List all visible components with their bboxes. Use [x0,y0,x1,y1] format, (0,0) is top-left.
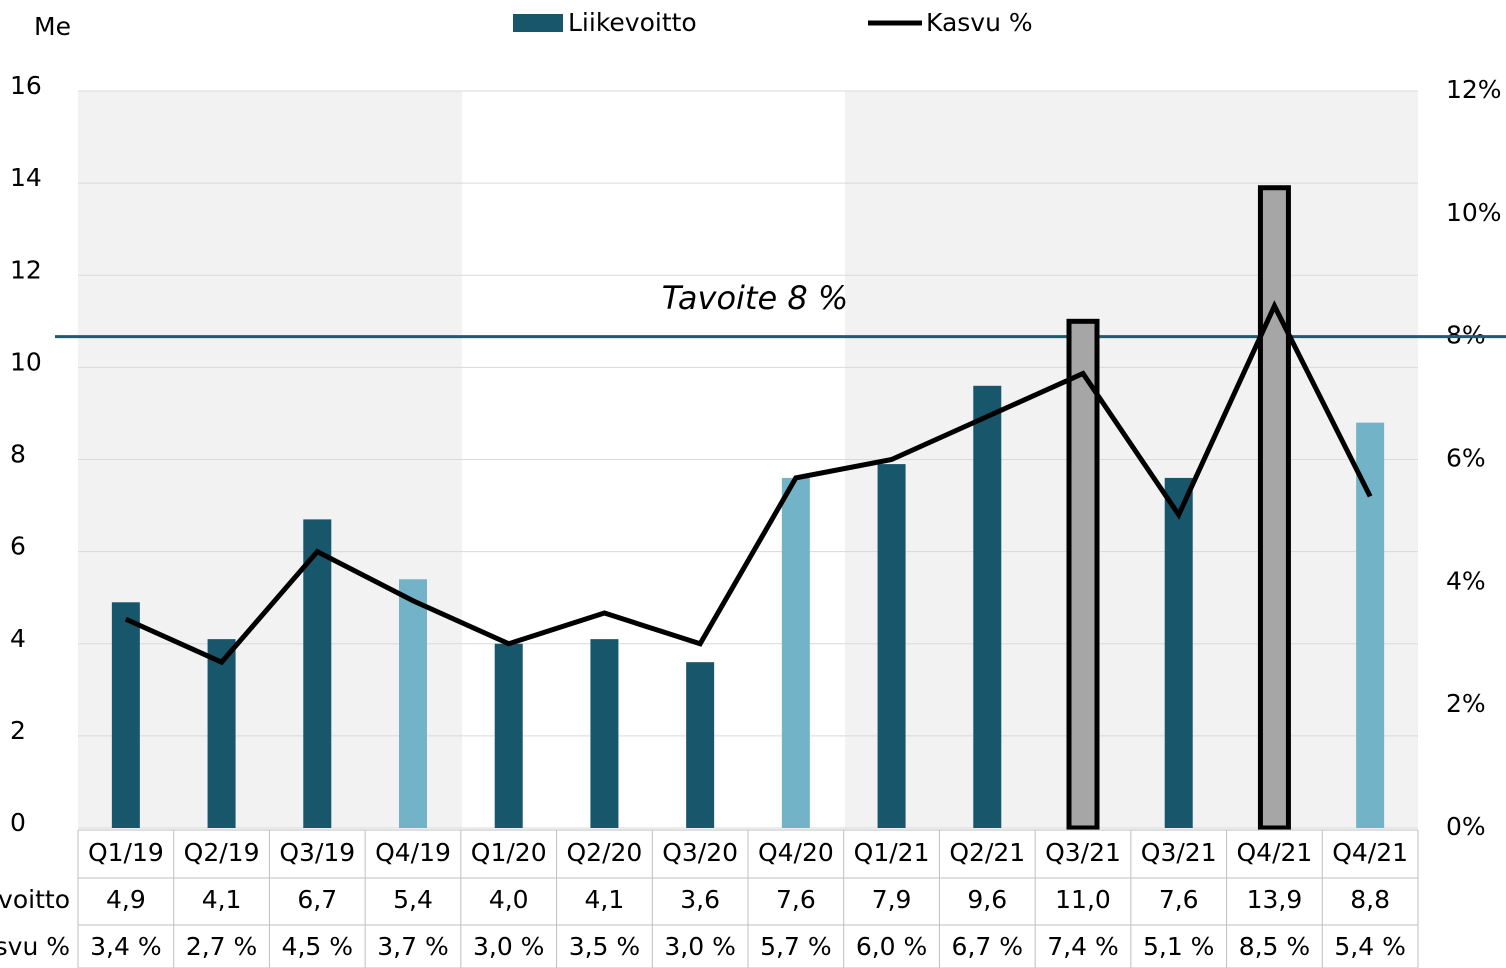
data-label: 4,0 [489,885,529,914]
bar [1066,318,1100,831]
y-tick-label: 8 [10,440,26,469]
x-tick-label: Q4/21 [1237,838,1313,867]
x-tick-label: Q3/19 [279,838,355,867]
bar [686,662,715,828]
data-label: 3,5 % [569,932,640,961]
legend-label: Kasvu % [926,8,1033,37]
y-tick-label: 16 [10,71,42,100]
data-label: 9,6 [967,885,1007,914]
data-label: 4,1 [202,885,242,914]
bar [1356,422,1385,828]
x-tick-label: Q4/21 [1332,838,1408,867]
data-label: 5,7 % [760,932,831,961]
data-label: 3,0 % [664,932,735,961]
data-label: 5,4 [393,885,433,914]
y2-tick-label: 2% [1446,689,1486,718]
data-label: 5,1 % [1143,932,1214,961]
data-label: 5,4 % [1334,932,1405,961]
bar [399,579,427,828]
data-label: 7,9 [872,885,912,914]
y-tick-label: 12 [10,255,42,284]
x-tick-label: Q2/21 [949,838,1025,867]
data-label: 6,0 % [856,932,927,961]
data-label: 6,7 [297,885,337,914]
data-label: 3,0 % [473,932,544,961]
table-row-label: Kasvu % [0,932,70,961]
y2-tick-label: 10% [1446,198,1502,227]
legend-label: Liikevoitto [568,8,697,37]
x-tick-label: Q4/19 [375,838,451,867]
data-label: 8,8 [1350,885,1390,914]
bar [1164,477,1193,828]
bar [590,639,619,828]
y2-tick-label: 0% [1446,812,1486,841]
legend-swatch [513,14,563,32]
x-tick-label: Q1/21 [854,838,930,867]
bar [111,602,140,828]
data-label: 7,6 [776,885,816,914]
y2-tick-label: 12% [1446,75,1502,104]
y2-tick-label: 4% [1446,566,1486,595]
y-tick-label: 14 [10,163,42,192]
data-label: 7,6 [1159,885,1199,914]
data-label: 3,4 % [90,932,161,961]
x-tick-label: Q2/19 [184,838,260,867]
y-tick-label: 0 [10,808,26,837]
bar [207,639,236,828]
data-label: 3,7 % [377,932,448,961]
data-label: 8,5 % [1239,932,1310,961]
y2-tick-label: 6% [1446,444,1486,473]
line [124,300,1373,666]
x-tick-label: Q1/20 [471,838,547,867]
x-tick-label: Q3/21 [1141,838,1217,867]
target-label: Tavoite 8 % [662,279,849,317]
x-tick-label: Q1/19 [88,838,164,867]
y-axis-label: Me [34,12,71,41]
y-tick-label: 4 [10,624,26,653]
x-tick-label: Q2/20 [567,838,643,867]
data-label: 2,7 % [186,932,257,961]
data-label: 13,9 [1247,885,1303,914]
bar [494,643,523,828]
x-tick-label: Q4/20 [758,838,834,867]
table-row-label: Liikevoitto [0,885,70,914]
bar [877,464,906,828]
data-label: 4,1 [585,885,625,914]
bar [781,477,810,828]
data-label: 3,6 [680,885,720,914]
data-label: 4,9 [106,885,146,914]
data-label: 7,4 % [1047,932,1118,961]
bar [303,519,332,828]
bar [973,385,1002,828]
bar [1257,185,1291,831]
y-tick-label: 2 [10,716,26,745]
y-tick-label: 6 [10,532,26,561]
x-tick-label: Q3/20 [662,838,738,867]
data-label: 6,7 % [952,932,1023,961]
data-label: 4,5 % [282,932,353,961]
y-tick-label: 10 [10,347,42,376]
data-label: 11,0 [1055,885,1111,914]
x-tick-label: Q3/21 [1045,838,1121,867]
